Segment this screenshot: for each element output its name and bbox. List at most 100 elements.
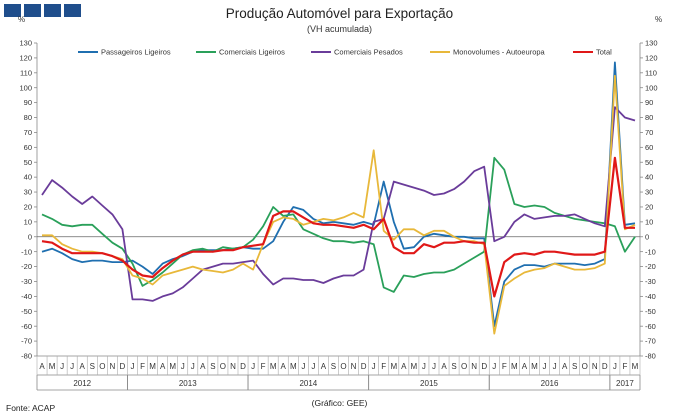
month-label: O (340, 362, 346, 371)
chart-title: Produção Automóvel para Exportação (225, 6, 454, 21)
y-tick-label-left: 130 (19, 39, 32, 48)
y-tick-label-right: 80 (645, 113, 653, 122)
month-label: M (149, 362, 156, 371)
series-line-total (41, 156, 635, 298)
year-label: 2013 (179, 379, 197, 388)
logo-block (24, 4, 41, 17)
month-label: S (90, 362, 95, 371)
month-label: J (191, 362, 195, 371)
month-label: O (582, 362, 588, 371)
y-tick-label-left: -60 (21, 322, 32, 331)
y-tick-label-left: 30 (24, 188, 32, 197)
month-label: S (210, 362, 215, 371)
y-tick-label-right: 0 (645, 232, 649, 241)
y-tick-label-left: -10 (21, 247, 32, 256)
month-label: M (49, 362, 56, 371)
month-label: J (181, 362, 185, 371)
y-tick-label-right: 110 (645, 68, 657, 77)
month-label: J (251, 362, 255, 371)
y-tick-label-left: -30 (21, 277, 32, 286)
y-tick-label-left: 60 (24, 143, 32, 152)
logo-block (44, 4, 61, 17)
month-label: J (372, 362, 376, 371)
y-tick-label-left: 100 (19, 83, 32, 92)
y-tick-label-right: 130 (645, 39, 658, 48)
month-label: J (613, 362, 617, 371)
y-tick-label-right: -30 (645, 277, 656, 286)
month-label: D (602, 362, 608, 371)
month-label: O (99, 362, 105, 371)
year-label: 2015 (420, 379, 438, 388)
logo-block (64, 4, 81, 17)
y-tick-label-left: -50 (21, 307, 32, 316)
month-label: S (572, 362, 577, 371)
month-label: A (522, 362, 528, 371)
gee-logo (4, 4, 81, 17)
month-label: A (200, 362, 206, 371)
y-tick-label-right: 90 (645, 98, 653, 107)
month-label: M (169, 362, 176, 371)
month-label: N (109, 362, 115, 371)
month-label: A (39, 362, 45, 371)
data-source: Fonte: ACAP (6, 403, 56, 413)
legend-label: Comerciais Ligeiros (219, 48, 285, 57)
month-label: J (301, 362, 305, 371)
month-label: S (331, 362, 336, 371)
month-label: J (543, 362, 547, 371)
y-tick-label-right: 50 (645, 158, 653, 167)
month-label: J (311, 362, 315, 371)
month-label: A (160, 362, 166, 371)
year-label: 2012 (73, 379, 91, 388)
month-label: M (632, 362, 639, 371)
month-label: A (321, 362, 327, 371)
month-label: J (130, 362, 134, 371)
logo-block (4, 4, 21, 17)
month-label: M (411, 362, 418, 371)
y-tick-label-left: -70 (21, 337, 32, 346)
month-label: A (281, 362, 287, 371)
month-label: A (401, 362, 407, 371)
y-tick-label-left: 50 (24, 158, 32, 167)
month-label: J (70, 362, 74, 371)
month-label: A (441, 362, 447, 371)
y-tick-label-right: -70 (645, 337, 656, 346)
month-label: A (562, 362, 568, 371)
month-label: F (502, 362, 507, 371)
month-label: N (230, 362, 236, 371)
legend-label: Total (596, 48, 612, 57)
left-axis-unit: % (18, 15, 26, 24)
year-label: 2017 (616, 379, 634, 388)
y-tick-label-right: -10 (645, 247, 656, 256)
y-tick-label-left: 10 (24, 217, 32, 226)
y-tick-label-right: 100 (645, 83, 658, 92)
month-label: M (531, 362, 538, 371)
series-line-comerciais-ligeiros (41, 156, 636, 293)
month-label: J (432, 362, 436, 371)
month-label: F (140, 362, 145, 371)
year-label: 2016 (541, 379, 559, 388)
right-axis-unit: % (655, 15, 663, 24)
chart-subtitle: (VH acumulada) (306, 24, 373, 34)
month-label: A (80, 362, 86, 371)
month-label: D (240, 362, 246, 371)
y-tick-label-right: 120 (645, 54, 658, 63)
y-tick-label-left: -40 (21, 292, 32, 301)
y-tick-label-right: 70 (645, 128, 653, 137)
y-tick-label-left: 0 (28, 232, 32, 241)
month-label: M (511, 362, 518, 371)
legend-label: Monovolumes - Autoeuropa (453, 48, 546, 57)
month-label: S (451, 362, 456, 371)
legend-label: Comerciais Pesados (334, 48, 403, 57)
y-tick-label-left: -80 (21, 352, 32, 361)
y-tick-label-right: 10 (645, 217, 653, 226)
year-label: 2014 (299, 379, 317, 388)
series-line-comerciais-pesados (41, 106, 636, 302)
month-label: F (622, 362, 627, 371)
series-line-passageiros-ligeiros (41, 61, 636, 328)
legend-label: Passageiros Ligeiros (101, 48, 171, 57)
month-label: D (361, 362, 367, 371)
month-label: N (592, 362, 598, 371)
month-label: F (381, 362, 386, 371)
series-line-monovolumes-autoeuropa (42, 74, 636, 335)
